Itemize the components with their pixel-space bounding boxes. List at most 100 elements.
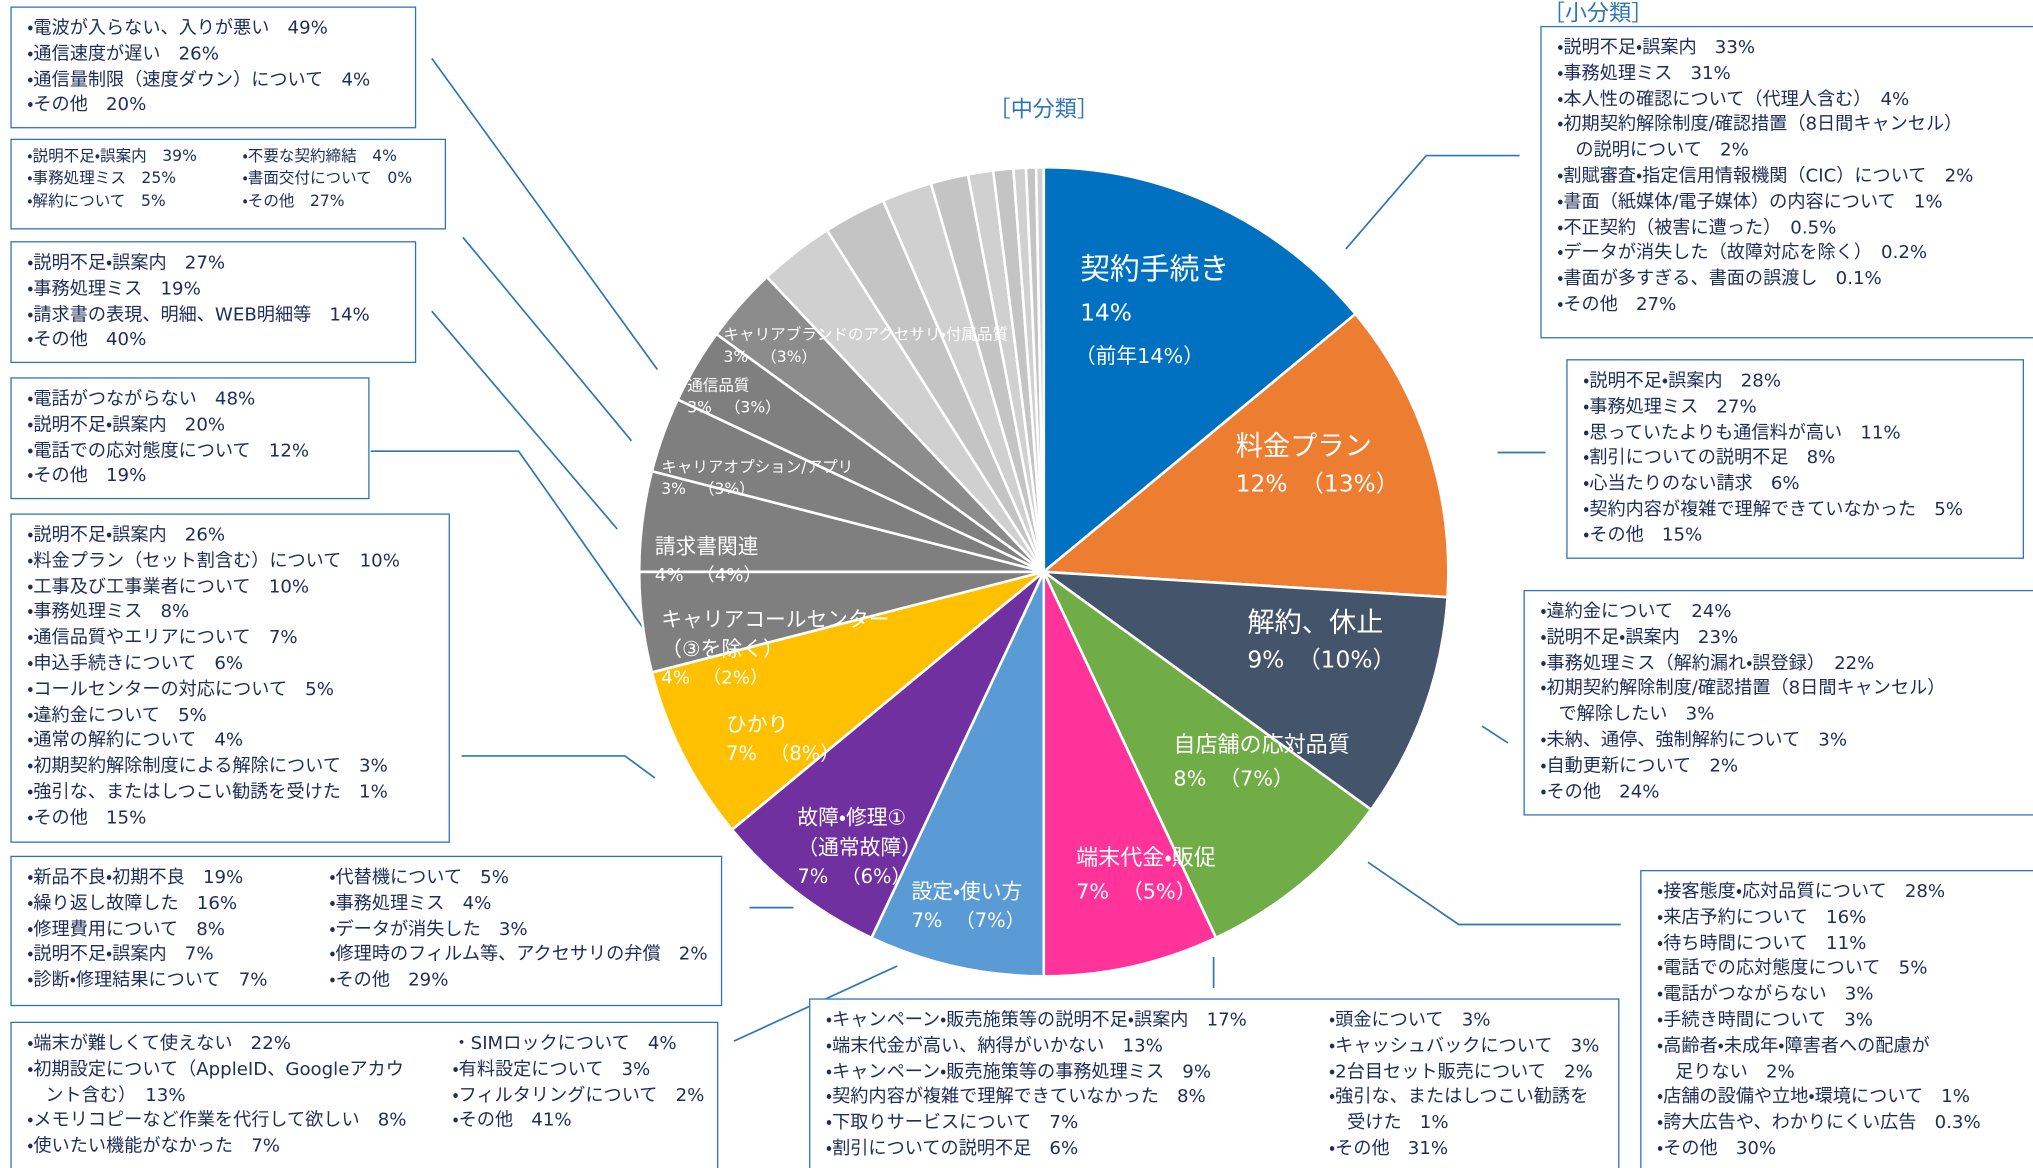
box-item: ・違約金について 24%: [1540, 601, 1732, 623]
box-item: ・書面交付について 0%: [242, 168, 413, 188]
box-item: ・割引についての説明不足 8%: [1583, 447, 1836, 469]
pie-slice: [650, 570, 1045, 832]
box-item: で解除したい 3%: [1540, 704, 1715, 726]
box-item: ・待ち時間について 11%: [1657, 933, 1867, 954]
slice-category: 自店舗の応対品質: [1173, 732, 1350, 759]
slice-values: 12% （13%）: [1236, 465, 1399, 504]
slice-prev: （8%）: [769, 741, 840, 765]
box-item: ・契約内容が複雑で理解できていなかった 8%: [825, 1087, 1206, 1108]
slice-label: 通信品質 3% （3%）: [687, 375, 780, 419]
box-column: ・電波が入らない、入りが悪い 49% ・通信速度が遅い 26% ・通信量制限（速度ダ…: [27, 17, 370, 120]
box-item: ・電話がつながらない 48%: [27, 388, 256, 410]
leader-line: [1345, 154, 1520, 250]
pie-slice: [1039, 570, 1449, 812]
box-item: ・不正契約（被害に遭った） 0.5%: [1557, 217, 1837, 239]
slice-category: 契約手続き: [1080, 252, 1230, 287]
slice-values: 7% （5%）: [1076, 875, 1216, 907]
box-item: ・請求書の表現、明細、WEB明細等 14%: [27, 304, 370, 325]
slice-value: 7%: [1076, 879, 1110, 904]
box-item: ・頭金について 3%: [1329, 1010, 1491, 1031]
pie-slice: [1042, 165, 1358, 575]
leader-line: [431, 57, 659, 371]
slice-value: 7%: [797, 864, 829, 889]
pie-slice: [730, 570, 1045, 940]
box-item: ・契約内容が複雑で理解できていなかった 5%: [1583, 499, 1964, 520]
slice-label: 料金プラン 12% （13%）: [1236, 427, 1399, 505]
box-item: ・強引な、またはしつこい勧誘を: [1329, 1087, 1589, 1108]
box-item: ・その他 27%: [242, 191, 345, 210]
box-item: ・その他 19%: [27, 465, 147, 487]
box-item: ・高齢者・未成年・障害者への配慮が: [1657, 1035, 1930, 1057]
box-item: ・事務処理ミス 27%: [1583, 396, 1757, 418]
box-item: ・接客態度・応対品質について 28%: [1657, 881, 1946, 903]
box-item: ・説明不足・誤案内 33%: [1557, 37, 1756, 59]
slice-label: 請求書関連 4% （4%）: [655, 532, 762, 592]
box-item: ・フィルタリングについて 2%: [452, 1084, 705, 1106]
box-item: ・説明不足・誤案内 28%: [1583, 370, 1782, 392]
box-item: ・強引な、またはしつこい勧誘を受けた 1%: [27, 781, 388, 803]
box-column: ・違約金について 24% ・説明不足・誤案内 23% ・事務処理ミス（解約漏れ・誤登…: [1540, 600, 1945, 805]
slice-values: 9% （10%）: [1247, 642, 1396, 681]
box-item: ・通常の解約について 4%: [27, 730, 244, 752]
box-column: ・説明不足・誤案内 26% ・料金プラン（セット割含む）について 10% ・工事及び…: [27, 524, 400, 832]
slice-category: 設定・使い方: [911, 879, 1023, 904]
box-item: ・有料設定について 3%: [452, 1059, 651, 1080]
box-item: ・代替機について 5%: [329, 867, 509, 889]
box-item: ・その他 30%: [1657, 1138, 1777, 1160]
box-item: ・通信速度が遅い 26%: [27, 43, 219, 65]
callout-box: ・電波が入らない、入りが悪い 49% ・通信速度が遅い 26% ・通信量制限（速度ダ…: [10, 6, 417, 129]
callout-box: ・端末が難しくて使えない 22% ・初期設定について（AppleID、Google…: [10, 1021, 719, 1168]
box-item: ・キャッシュバックについて 3%: [1329, 1035, 1600, 1057]
box-item: ・説明不足・誤案内 23%: [1540, 627, 1739, 649]
box-item: ・その他 31%: [1329, 1138, 1449, 1160]
slice-values: 14% （前年14%）: [1075, 292, 1229, 378]
box-item: ・初期契約解除制度/確認措置（8日間キャンセル）: [1540, 678, 1946, 700]
box-item: ・店舗の設備や立地・環境について 1%: [1657, 1087, 1970, 1108]
box-item: ・その他 15%: [1583, 524, 1703, 546]
box-column: ・SIMロックについて 4% ・有料設定について 3% ・フィルタリングについて 2…: [453, 1032, 705, 1135]
slice-values: 4% （4%）: [655, 561, 762, 591]
box-item: ・申込手続きについて 6%: [27, 653, 244, 675]
slice-category: キャリアブランドのアクセサリ・付属品質: [723, 325, 1009, 344]
slice-values: 8% （7%）: [1173, 762, 1349, 794]
slice-value: 3%: [687, 398, 712, 417]
box-item: ・事務処理ミス 19%: [27, 278, 201, 300]
box-item: ・誇大広告や、わかりにくい広告 0.3%: [1657, 1112, 1981, 1134]
box-item: ・初期契約解除制度による解除について 3%: [27, 756, 388, 777]
pie-slice: [1034, 165, 1046, 572]
box-item: ・割引についての説明不足 6%: [825, 1138, 1079, 1160]
box-item: 受けた 1%: [1329, 1112, 1449, 1134]
slice-prev: （7%）: [1219, 766, 1294, 791]
box-item: ・繰り返し故障した 16%: [27, 893, 238, 914]
box-item: ・データが消失した（故障対応を除く） 0.2%: [1557, 242, 1928, 264]
slice-label: 端末代金・販促 7% （5%）: [1076, 843, 1216, 908]
slice-prev: （3%）: [724, 398, 781, 417]
box-item: 足りない 2%: [1657, 1061, 1795, 1083]
slice-category: 故障・修理① （通常故障）: [797, 805, 922, 860]
box-item: ・端末代金が高い、納得がいかない 13%: [825, 1035, 1163, 1057]
box-item: ・電話での応対態度について 12%: [27, 440, 310, 462]
box-column: ・頭金について 3% ・キャッシュバックについて 3% ・2台目セット販売について …: [1329, 1009, 1599, 1163]
slice-label: 自店舗の応対品質 8% （7%）: [1173, 730, 1349, 795]
slice-label: 設定・使い方 7% （7%）: [912, 877, 1026, 937]
slice-label: ひかり 7% （8%）: [726, 709, 840, 769]
slice-prev: （4%）: [696, 565, 762, 587]
slice-values: 7% （7%）: [912, 906, 1026, 936]
box-column: ・新品不良・初期不良 19% ・繰り返し故障した 16% ・修理費用について 8% ・…: [27, 866, 267, 994]
box-item: ・電話での応対態度について 5%: [1657, 958, 1928, 980]
box-item: ・自動更新について 2%: [1540, 755, 1739, 777]
callout-box: ・説明不足・誤案内 39% ・事務処理ミス 25% ・解約について 5% ・不要な契約…: [10, 138, 447, 230]
box-item: ・事務処理ミス 4%: [329, 893, 492, 914]
callout-box: ・説明不足・誤案内 27% ・事務処理ミス 19% ・請求書の表現、明細、WEB明細…: [10, 241, 417, 364]
box-column: ・接客態度・応対品質について 28% ・来店予約について 16% ・待ち時間について…: [1657, 880, 1981, 1162]
leader-line: [1367, 861, 1621, 926]
slice-label: 故障・修理① （通常故障） 7% （6%）: [797, 803, 921, 892]
slice-value: 4%: [654, 565, 684, 587]
callout-box: ・接客態度・応対品質について 28% ・来店予約について 16% ・待ち時間について…: [1640, 870, 2033, 1168]
subtitle: ［小分類］: [1542, 1, 1654, 28]
callout-box: ・説明不足・誤案内 28% ・事務処理ミス 27% ・思っていたよりも通信料が高い …: [1566, 359, 2024, 559]
pie-slice: [869, 571, 1046, 978]
box-item: ・料金プラン（セット割含む）について 10%: [27, 550, 400, 572]
box-item: ・コールセンターの対応について 5%: [27, 679, 334, 700]
